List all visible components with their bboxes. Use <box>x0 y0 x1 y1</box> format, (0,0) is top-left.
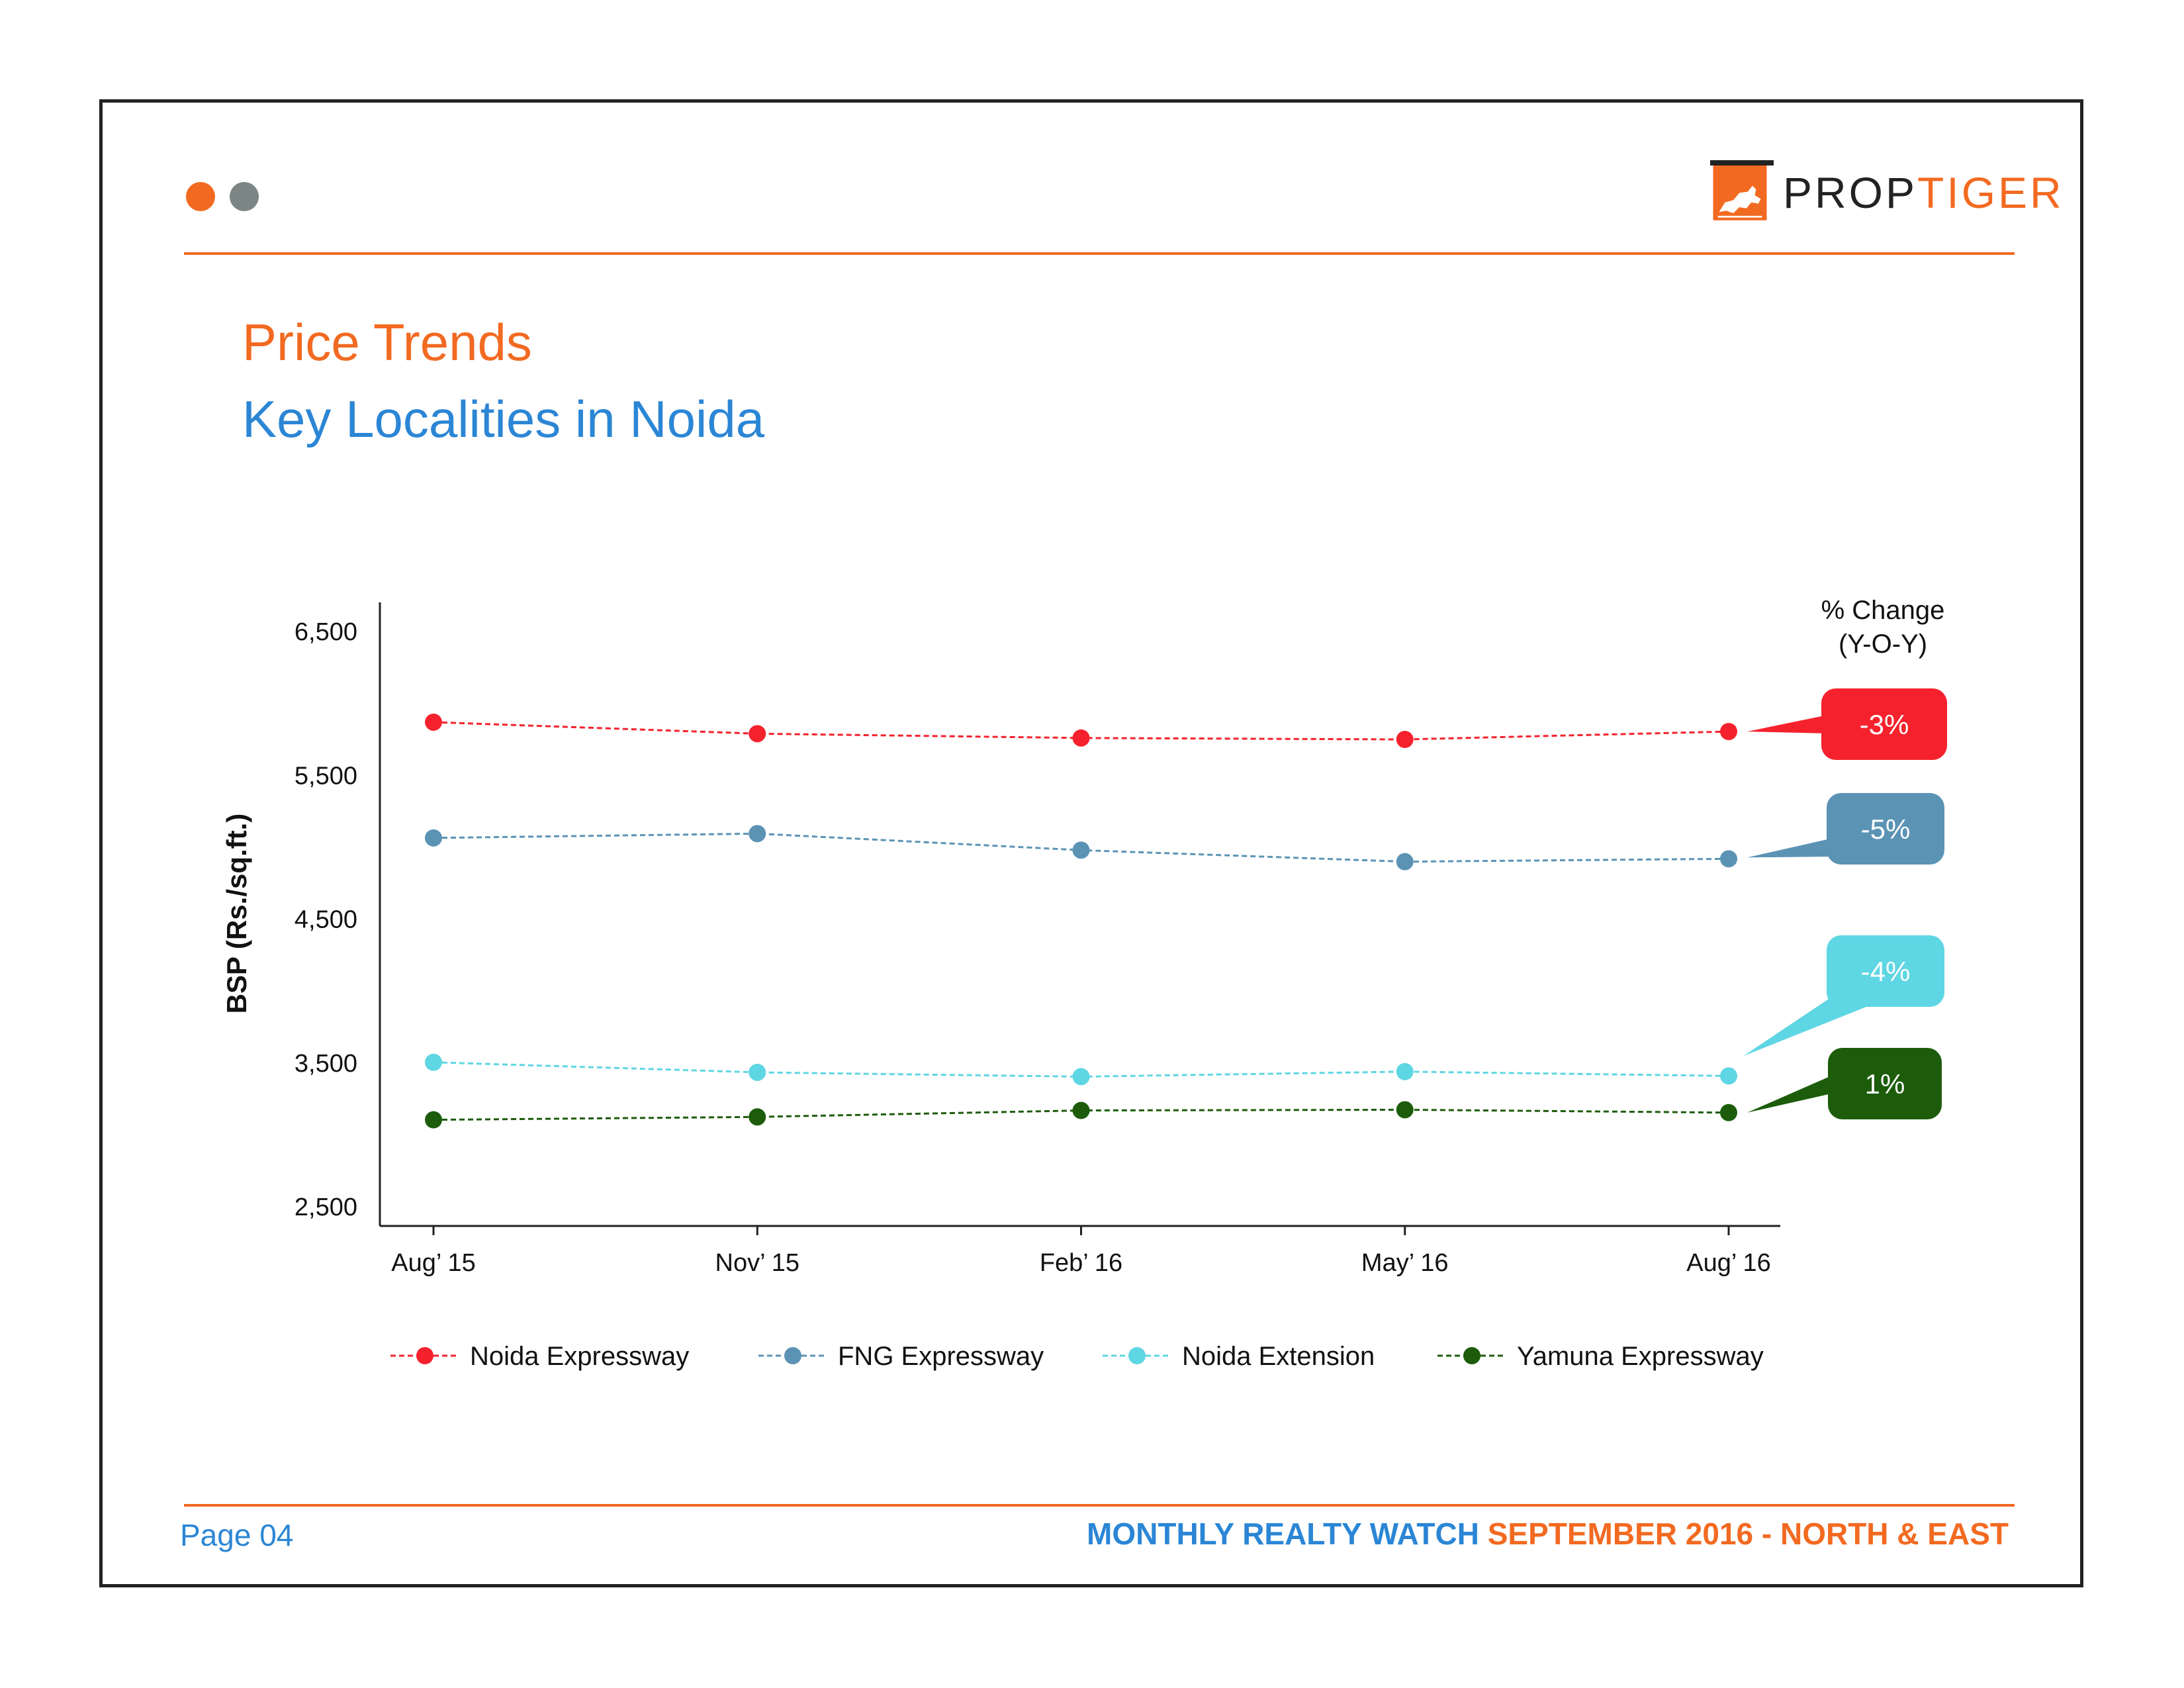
footer-rule <box>184 1504 2015 1507</box>
chart-legend: Noida Expressway FNG Expressway Noida Exte… <box>390 1342 1764 1371</box>
change-value: -5% <box>1861 814 1911 845</box>
footer-report-title: MONTHLY REALTY WATCH SEPTEMBER 2016 - NO… <box>1087 1519 2009 1549</box>
data-point <box>1720 1103 1737 1121</box>
y-tick-label: 2,500 <box>295 1194 357 1221</box>
page-subtitle: Key Localities in Noida <box>242 390 765 448</box>
callout-box <box>1828 1048 1942 1119</box>
legend-label: Noida Expressway <box>470 1342 689 1371</box>
price-trend-chart: 2,500 3,500 4,500 5,500 6,500 Aug’ 15 Nov’ 15 F… <box>221 596 1947 1371</box>
page-number: Page 04 <box>180 1518 294 1552</box>
legend-label: FNG Expressway <box>838 1342 1044 1371</box>
x-tick-label: Feb’ 16 <box>1040 1249 1122 1277</box>
x-tick-label: Aug’ 15 <box>391 1249 475 1277</box>
change-header-line2: (Y-O-Y) <box>1839 630 1927 659</box>
orange-dot <box>186 182 215 211</box>
report-name: MONTHLY REALTY WATCH <box>1087 1517 1479 1551</box>
data-point <box>749 1108 766 1126</box>
data-point <box>1396 731 1414 749</box>
change-callouts: -3% -5% -4% 1% <box>1743 688 1947 1119</box>
data-point <box>1720 1067 1737 1085</box>
data-point <box>1072 1102 1090 1119</box>
legend-label: Yamuna Expressway <box>1517 1342 1764 1371</box>
change-value: 1% <box>1865 1068 1905 1100</box>
y-axis-label: BSP (Rs./sq.ft.) <box>221 814 252 1014</box>
legend-marker <box>1128 1347 1146 1364</box>
data-point <box>749 1063 766 1081</box>
data-point <box>425 1111 442 1129</box>
page-title: Price Trends <box>242 313 532 371</box>
data-point <box>1072 841 1090 859</box>
legend-marker <box>784 1347 801 1364</box>
chart-series <box>425 713 1737 1129</box>
x-tick-label: May’ 16 <box>1361 1249 1449 1277</box>
data-point <box>1396 853 1414 870</box>
y-tick-label: 6,500 <box>295 618 357 646</box>
callout-pointer <box>1747 1074 1835 1113</box>
data-point <box>1396 1101 1414 1119</box>
data-point <box>749 725 766 743</box>
legend-marker <box>416 1347 433 1364</box>
change-value: -3% <box>1860 709 1909 740</box>
page-frame <box>99 99 2083 1587</box>
header-rule <box>184 252 2015 255</box>
x-tick-label: Aug’ 16 <box>1686 1249 1770 1277</box>
logo-prefix: PROP <box>1783 168 1918 217</box>
data-point <box>749 825 766 843</box>
callout-box <box>1821 688 1947 760</box>
legend-label: Noida Extension <box>1182 1342 1375 1371</box>
data-point <box>425 829 442 847</box>
tiger-logo-icon <box>1713 165 1767 220</box>
y-tick-label: 5,500 <box>295 762 357 790</box>
callout-pointer <box>1747 715 1828 733</box>
y-tick-label: 3,500 <box>295 1050 357 1078</box>
change-header-line1: % Change <box>1821 596 1945 625</box>
callout-pointer <box>1747 838 1833 858</box>
data-point <box>1072 729 1090 747</box>
data-point <box>425 1053 442 1071</box>
x-tick-label: Nov’ 15 <box>715 1249 799 1277</box>
data-point <box>1720 850 1737 868</box>
change-value: -4% <box>1861 956 1911 987</box>
data-point <box>1720 723 1737 741</box>
callout-box <box>1827 793 1944 865</box>
chart-axes: 2,500 3,500 4,500 5,500 6,500 Aug’ 15 Nov’ 15 F… <box>221 596 1944 1277</box>
logo-suffix: TIGER <box>1917 168 2064 217</box>
data-point <box>1396 1062 1414 1080</box>
gray-dot <box>230 182 259 211</box>
report-edition: SEPTEMBER 2016 - NORTH & EAST <box>1487 1517 2009 1551</box>
logo-bar <box>1710 160 1774 165</box>
data-point <box>1072 1068 1090 1086</box>
logo-wordmark: PROPTIGER <box>1783 171 2064 214</box>
legend-marker <box>1463 1347 1480 1364</box>
callout-box <box>1827 935 1944 1007</box>
y-tick-label: 4,500 <box>295 906 357 934</box>
data-point <box>425 713 442 731</box>
